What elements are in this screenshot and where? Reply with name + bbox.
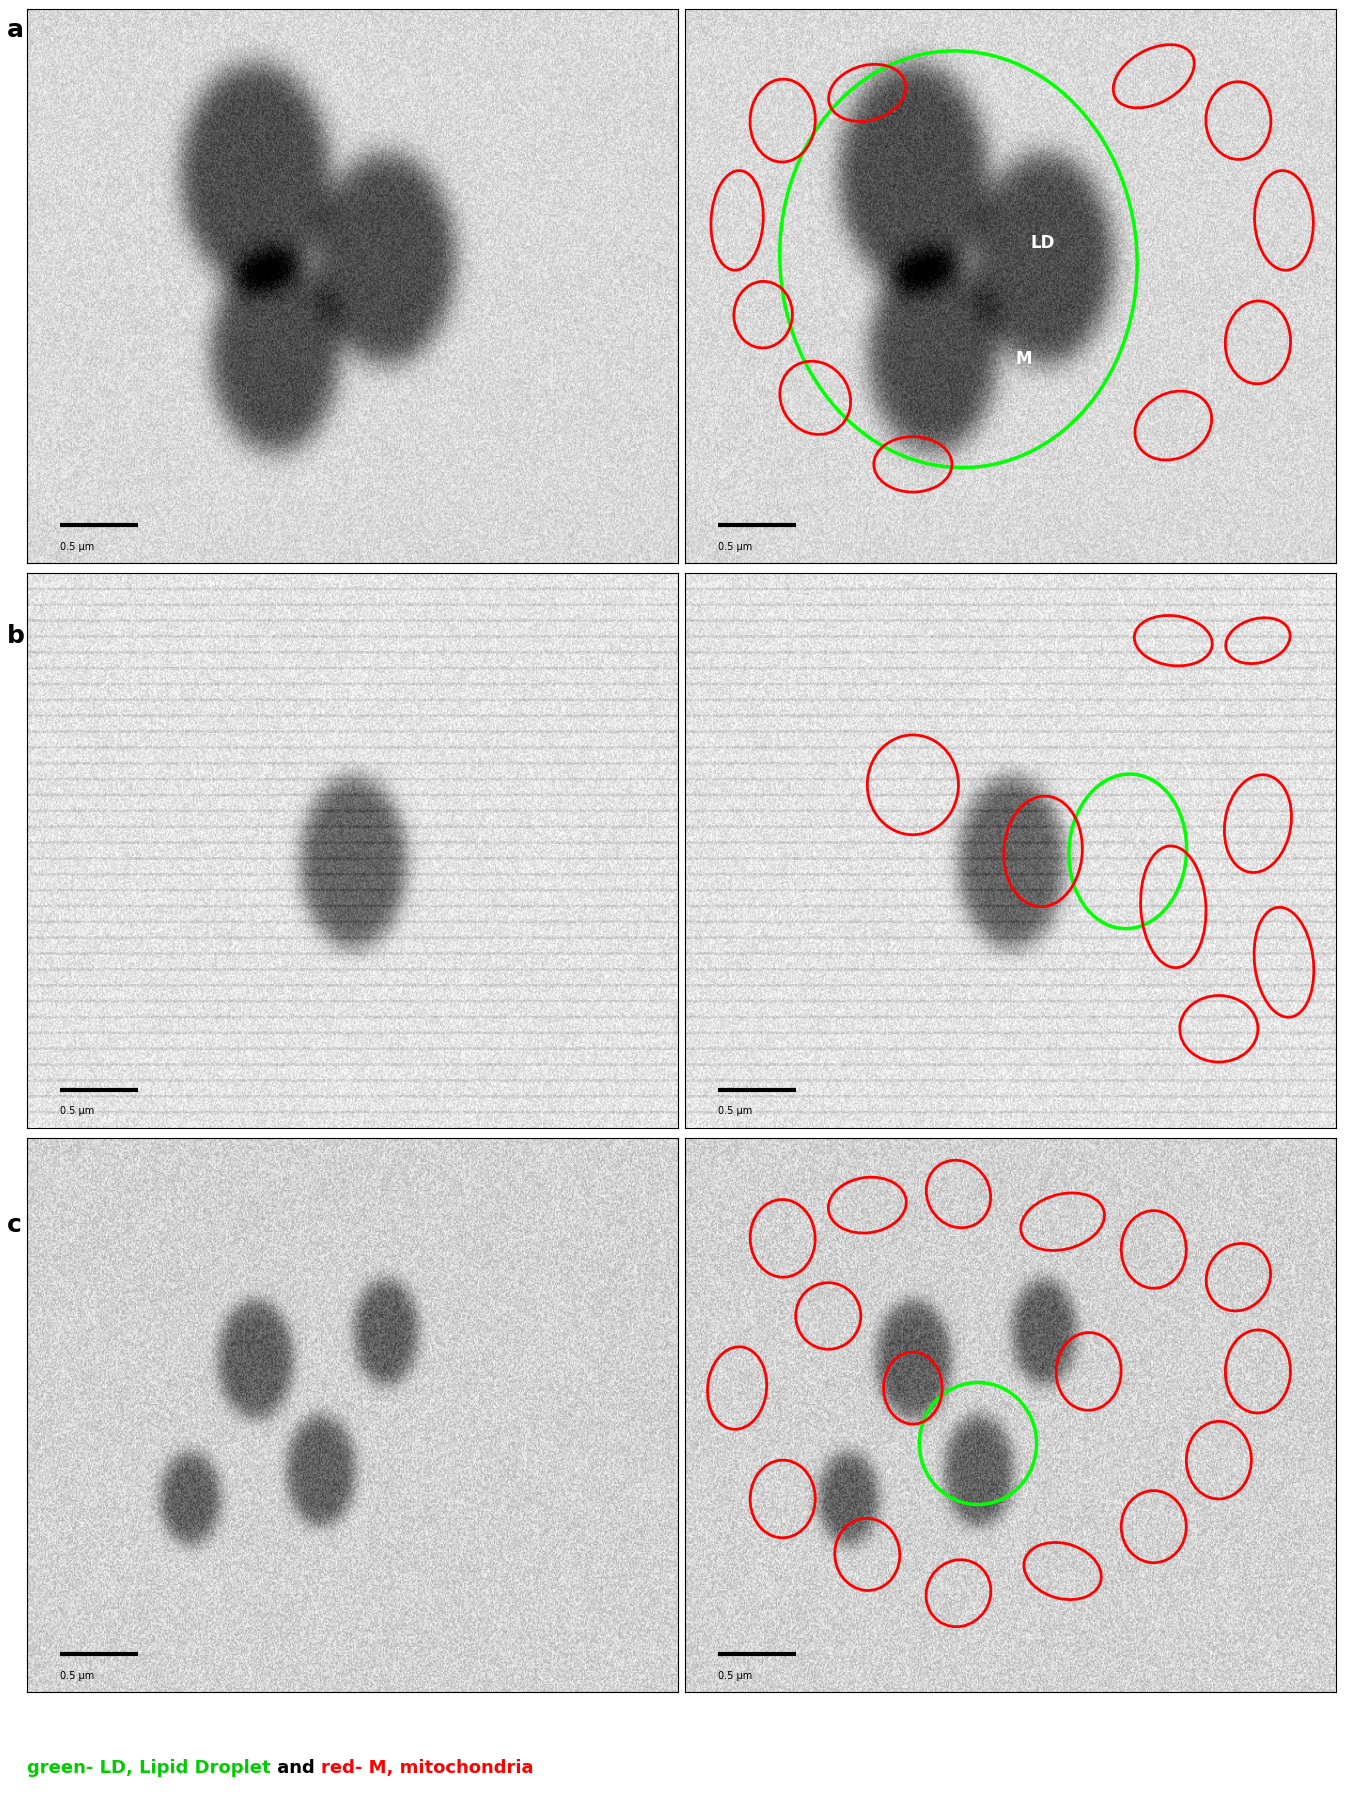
Text: green- LD, Lipid Droplet: green- LD, Lipid Droplet xyxy=(27,1759,271,1777)
Text: 0.5 μm: 0.5 μm xyxy=(61,541,94,552)
Text: c: c xyxy=(7,1213,22,1236)
Text: red- M, mitochondria: red- M, mitochondria xyxy=(321,1759,533,1777)
Text: M: M xyxy=(1016,349,1032,367)
Text: 0.5 μm: 0.5 μm xyxy=(61,1106,94,1117)
Text: 0.5 μm: 0.5 μm xyxy=(61,1671,94,1681)
Text: 0.5 μm: 0.5 μm xyxy=(718,1671,751,1681)
Text: a: a xyxy=(7,18,24,42)
Text: 0.5 μm: 0.5 μm xyxy=(718,541,751,552)
Text: 0.5 μm: 0.5 μm xyxy=(718,1106,751,1117)
Text: LD: LD xyxy=(1031,233,1055,252)
Text: and: and xyxy=(271,1759,321,1777)
Text: b: b xyxy=(7,624,24,648)
